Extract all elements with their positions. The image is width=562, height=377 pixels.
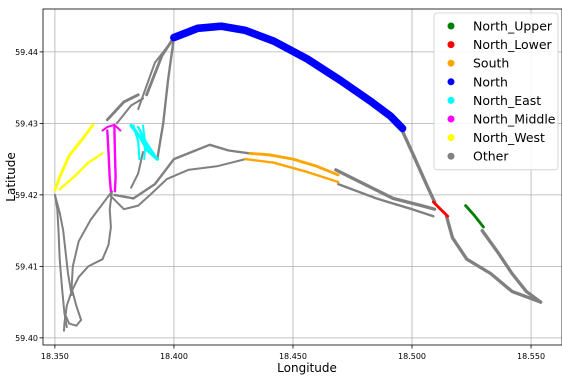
legend-label: North_Middle bbox=[473, 112, 556, 127]
track-path bbox=[334, 168, 437, 211]
track-path bbox=[397, 121, 437, 204]
track-path bbox=[58, 152, 104, 191]
track-path bbox=[248, 151, 340, 177]
track-path bbox=[130, 151, 144, 189]
legend-label: Other bbox=[473, 149, 509, 164]
track-path bbox=[101, 190, 113, 261]
series-north-upper bbox=[464, 204, 485, 229]
legend-marker bbox=[447, 78, 455, 86]
track-path bbox=[105, 93, 140, 122]
x-tick-label: 18.550 bbox=[517, 352, 545, 361]
legend-item: North_East bbox=[447, 93, 541, 108]
track-path bbox=[431, 200, 450, 218]
plot-data bbox=[53, 22, 543, 332]
x-tick-label: 18.450 bbox=[279, 352, 307, 361]
legend-box bbox=[433, 12, 559, 171]
legend-marker bbox=[447, 59, 455, 67]
legend-item: North bbox=[447, 74, 508, 89]
series-south bbox=[244, 151, 340, 184]
legend-label: South bbox=[473, 56, 509, 71]
track-path bbox=[480, 228, 543, 304]
track-path bbox=[113, 143, 252, 200]
series-north-west bbox=[53, 123, 104, 192]
track-path bbox=[244, 157, 340, 184]
series-north bbox=[170, 22, 407, 133]
track-path bbox=[113, 125, 117, 193]
track-path bbox=[70, 190, 113, 321]
track-path bbox=[132, 124, 141, 161]
legend-item: Other bbox=[447, 149, 509, 164]
legend-item: South bbox=[447, 56, 509, 71]
series-north-east bbox=[129, 123, 159, 161]
legend-item: North_Middle bbox=[447, 112, 556, 127]
track-path bbox=[156, 36, 176, 161]
legend-item: North_West bbox=[447, 130, 545, 145]
track-path bbox=[337, 182, 435, 218]
x-axis-label: Longitude bbox=[277, 361, 337, 375]
track-path bbox=[444, 214, 543, 304]
track-path bbox=[142, 124, 147, 161]
track-path bbox=[106, 129, 113, 193]
track-path bbox=[464, 204, 485, 229]
series-other bbox=[53, 34, 543, 332]
y-tick-label: 59.41 bbox=[15, 262, 38, 271]
x-tick-label: 18.350 bbox=[41, 352, 69, 361]
y-tick-label: 59.40 bbox=[15, 334, 38, 343]
legend-marker bbox=[447, 152, 455, 160]
y-tick-label: 59.43 bbox=[15, 119, 38, 128]
track-path bbox=[170, 22, 407, 133]
legend-marker bbox=[447, 22, 455, 30]
legend-marker bbox=[447, 96, 455, 104]
track-path bbox=[108, 158, 247, 211]
legend-item: North_Lower bbox=[447, 37, 553, 52]
track-path bbox=[115, 97, 144, 125]
axis-ticks: 18.350 18.400 18.450 18.500 18.550 59.40 59.41… bbox=[15, 48, 545, 361]
track-path bbox=[101, 123, 122, 132]
series-north-lower bbox=[431, 200, 450, 218]
plot-frame bbox=[42, 8, 562, 346]
track-path bbox=[53, 123, 95, 192]
x-tick-label: 18.500 bbox=[398, 352, 426, 361]
track-path bbox=[63, 311, 83, 327]
legend-label: North_East bbox=[473, 93, 541, 108]
y-tick-label: 59.42 bbox=[15, 191, 38, 200]
x-tick-label: 18.400 bbox=[160, 352, 188, 361]
track-path bbox=[53, 193, 73, 296]
legend-label: North bbox=[473, 74, 508, 89]
series-north-middle bbox=[101, 123, 122, 193]
legend-label: North_Lower bbox=[473, 37, 553, 52]
legend-marker bbox=[447, 134, 455, 142]
legend-label: North_Upper bbox=[473, 19, 553, 34]
y-axis-label: Latitude bbox=[4, 152, 18, 201]
legend-item: North_Upper bbox=[447, 19, 553, 34]
legend-marker bbox=[447, 115, 455, 123]
legend-marker bbox=[447, 41, 455, 49]
legend: North_Upper North_Lower South North North_Ea… bbox=[433, 12, 559, 171]
y-tick-label: 59.44 bbox=[15, 48, 38, 57]
legend-label: North_West bbox=[473, 130, 545, 145]
track-path bbox=[137, 34, 178, 111]
